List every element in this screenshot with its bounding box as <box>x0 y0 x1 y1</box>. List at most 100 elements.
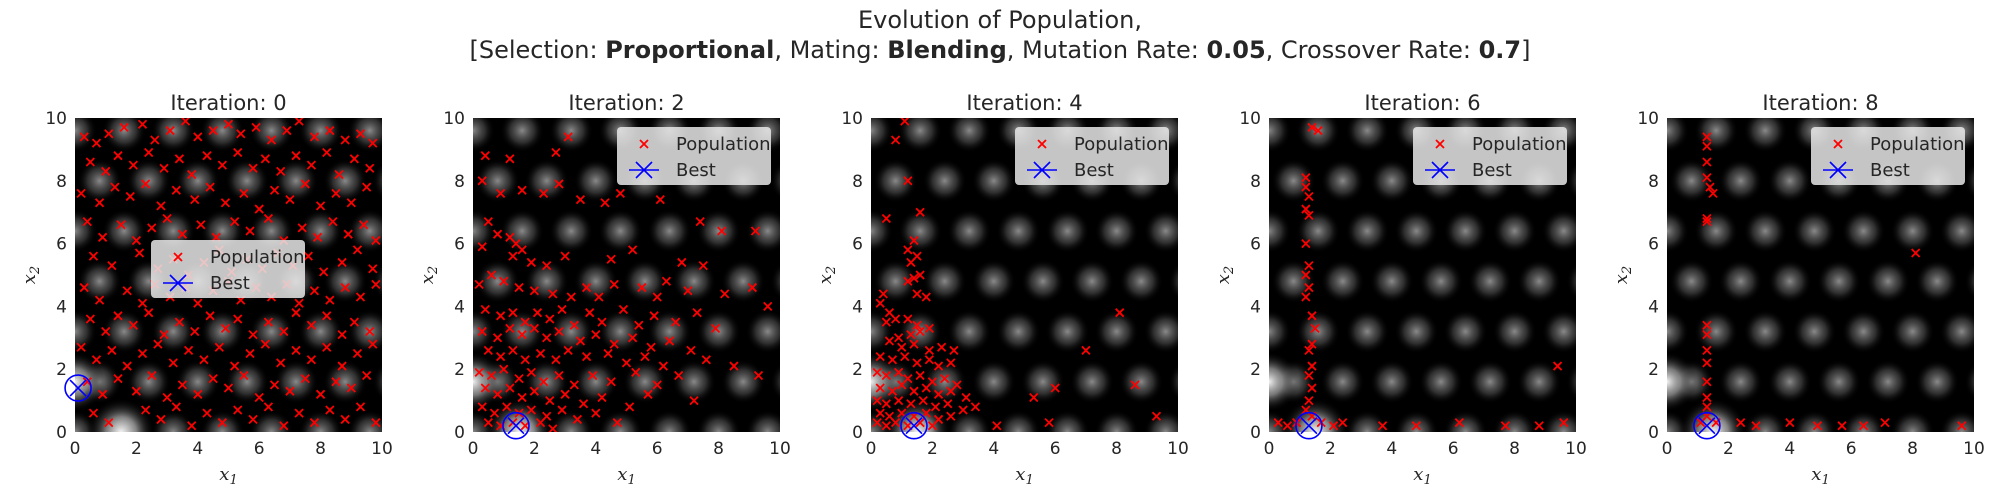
population-point <box>557 405 567 415</box>
population-point <box>276 358 286 368</box>
population-point <box>710 323 721 334</box>
population-point <box>196 220 206 230</box>
best-point <box>502 411 530 440</box>
population-point <box>236 129 246 139</box>
population-point <box>551 147 561 158</box>
population-point <box>306 160 317 170</box>
landscape-peak <box>573 259 618 304</box>
population-point <box>581 282 592 293</box>
panel-1: 0 2 4 6 8 10 0 2 4 6 8 10 x1 x2 Iteration: 2 Population… <box>417 91 791 488</box>
population-point <box>340 414 350 425</box>
population-point <box>729 361 739 371</box>
population-point <box>340 282 350 293</box>
population-point <box>171 402 181 412</box>
landscape-peak <box>1939 309 1974 354</box>
y-tick-label: 0 <box>454 423 465 443</box>
best-point <box>1295 411 1323 440</box>
landscape-peak <box>647 309 692 354</box>
secondary-peak <box>473 351 503 412</box>
landscape-peak <box>1143 309 1178 354</box>
population-point <box>692 308 702 318</box>
population-point <box>1702 377 1712 387</box>
population-point <box>337 330 347 340</box>
landscape-peak <box>947 118 992 153</box>
population-point <box>529 286 540 296</box>
population-point <box>517 330 527 340</box>
landscape-peak <box>996 410 1041 432</box>
population-point <box>1282 421 1293 431</box>
population-series <box>1696 132 1967 431</box>
landscape-peak <box>224 158 269 203</box>
population-point <box>101 326 111 337</box>
population-point <box>325 295 335 305</box>
population-series <box>474 132 773 432</box>
population-point <box>900 352 910 362</box>
landscape-peak <box>1168 363 1178 401</box>
population-point <box>223 383 234 393</box>
population-point <box>319 267 329 277</box>
population-point <box>924 323 934 334</box>
landscape-peak <box>647 209 692 254</box>
title-part: 0.05 <box>1206 36 1265 64</box>
population-point <box>1307 311 1317 321</box>
population-point <box>909 339 919 349</box>
landscape-peak <box>1070 359 1115 404</box>
landscape-peak <box>770 363 780 401</box>
landscape-peak <box>1369 359 1414 404</box>
population-point <box>489 408 500 418</box>
panel-3: 0 2 4 6 8 10 0 2 4 6 8 10 x1 x2 Iteration: 6 Population… <box>1213 91 1587 488</box>
landscape-peak <box>1890 410 1935 432</box>
landscape-peak <box>1669 158 1714 203</box>
landscape-peak <box>922 259 967 304</box>
population-point <box>1751 421 1761 431</box>
legend-best-label: Best <box>1870 160 1910 181</box>
population-series <box>872 118 1162 431</box>
landscape-peak <box>549 118 594 153</box>
population-point <box>893 367 904 377</box>
population-point <box>340 135 350 145</box>
landscape-peak <box>1269 209 1291 254</box>
title-part: 0.7 <box>1479 36 1522 64</box>
population-point <box>897 380 907 390</box>
population-point <box>1304 210 1314 220</box>
best-point <box>900 411 928 440</box>
population-point <box>514 373 524 384</box>
landscape-peak <box>473 118 495 153</box>
legend-best-label: Best <box>1472 160 1512 181</box>
landscape-peak <box>1143 209 1178 254</box>
population-point <box>107 260 117 271</box>
population-point <box>315 201 326 211</box>
population-point <box>520 317 530 327</box>
y-tick-label: 4 <box>1648 297 1659 317</box>
population-point <box>717 226 727 236</box>
population-point <box>1301 292 1311 302</box>
population-point <box>661 276 672 286</box>
x-tick-label: 0 <box>866 439 877 459</box>
population-point <box>933 361 944 371</box>
population-point <box>480 383 490 393</box>
landscape-peak <box>126 359 171 404</box>
population-point <box>371 279 381 290</box>
landscape-peak <box>1045 209 1090 254</box>
population-point <box>309 286 320 296</box>
population-point <box>477 402 487 412</box>
y-tick-label: 10 <box>45 109 67 129</box>
legend-population-marker <box>1833 139 1843 149</box>
population-point <box>884 336 895 346</box>
landscape-peak <box>1792 309 1837 354</box>
population-point <box>508 308 518 318</box>
landscape-peak <box>1119 259 1164 304</box>
landscape-peak <box>323 158 368 203</box>
population-point <box>1696 417 1706 428</box>
landscape-peak <box>1767 259 1812 304</box>
landscape-peak <box>1743 410 1788 432</box>
landscape-peak <box>1394 209 1439 254</box>
population-point <box>961 392 971 403</box>
population-point <box>992 421 1002 431</box>
population-point <box>1304 260 1314 271</box>
legend-best-marker <box>1431 161 1449 179</box>
population-point <box>872 417 882 428</box>
population-point <box>346 198 356 208</box>
population-point <box>334 169 344 180</box>
population-point <box>202 408 212 418</box>
